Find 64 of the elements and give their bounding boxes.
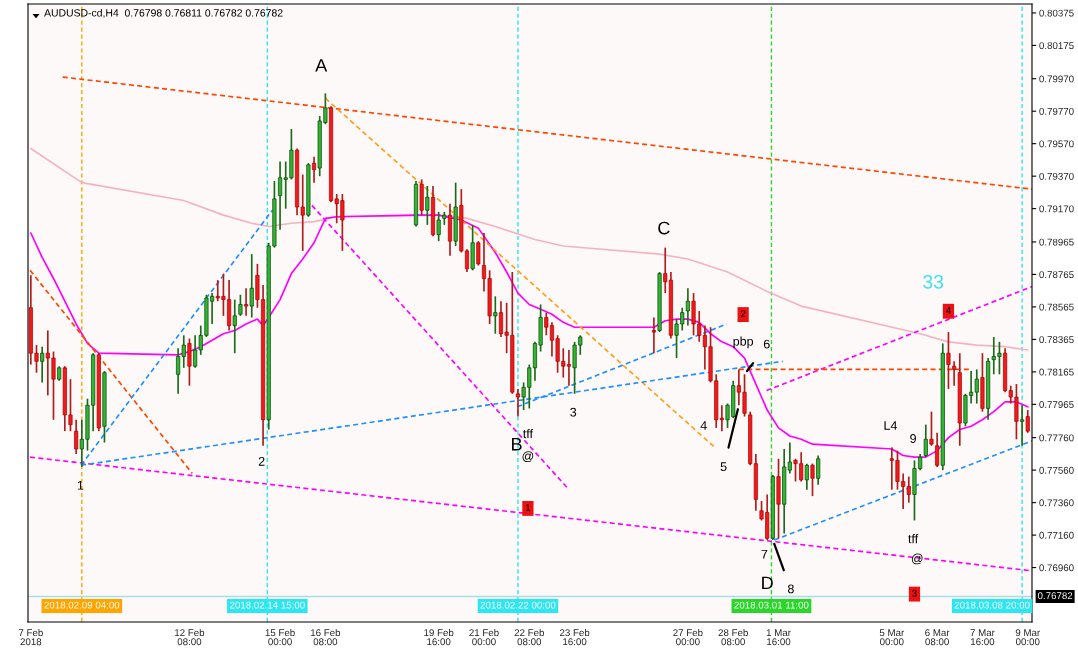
x-tick-label: 28 Feb 08:00 (718, 628, 748, 646)
x-tick-label: 7 Mar 16:00 (970, 629, 995, 646)
y-tick-label: 0.79170 (1039, 205, 1074, 213)
y-tick-label: 0.79370 (1039, 172, 1074, 180)
x-tick-label: 5 Mar 00:00 (879, 629, 905, 646)
annotation: 3 (912, 589, 917, 597)
x-tick-label: 9 Mar 00:00 (1015, 629, 1041, 646)
x-tick-label: 12 Feb 08:00 (175, 628, 205, 646)
annotation: 7 (761, 549, 768, 559)
annotation: D (762, 576, 773, 590)
annotation: L4 (884, 421, 898, 430)
y-tick-label: 0.78165 (1039, 368, 1074, 376)
ref-line-label: 0.76782 (1037, 592, 1073, 600)
ref-line-label: 2018.03.01 11:00 (734, 601, 809, 609)
y-tick-label: 0.77360 (1039, 499, 1074, 507)
y-tick-label: 0.78965 (1039, 238, 1074, 246)
annotation: tff (522, 429, 534, 439)
ref-line-label: 2018.03.08 20:00 (954, 601, 1030, 609)
annotation: 4 (945, 307, 951, 314)
annotation: 5 (720, 462, 727, 472)
x-tick-label: 7 Feb 2018 (18, 628, 43, 646)
ref-line-label: 2018.02.09 04:00 (44, 601, 120, 609)
x-tick-label: 16 Feb 08:00 (310, 628, 341, 646)
y-tick-label: 0.78565 (1039, 303, 1074, 311)
x-tick-label: 19 Feb 16:00 (424, 628, 454, 646)
chart-title: AUDUSD-cd,H4 0.76798 0.76811 0.76782 0.76782 (44, 8, 283, 18)
x-tick-label: 27 Feb 00:00 (673, 628, 703, 646)
annotation: 4 (700, 421, 707, 430)
annotation: 33 (923, 274, 944, 289)
annotation: @ (522, 451, 534, 462)
annotation: 2 (258, 456, 265, 466)
ref-line-label: 2018.02.22 00:00 (480, 601, 556, 609)
annotation: @ (911, 553, 923, 565)
annotation: tff (908, 534, 919, 544)
annotation: 8 (787, 584, 794, 594)
y-tick-label: 0.78365 (1039, 336, 1074, 344)
y-tick-label: 0.77160 (1039, 531, 1074, 539)
x-tick-label: 15 Feb 00:00 (265, 628, 295, 646)
annotation: 9 (910, 434, 916, 443)
annotation: 1 (525, 504, 531, 511)
y-tick-label: 0.77760 (1039, 434, 1074, 442)
x-tick-label: 21 Feb 00:00 (469, 628, 499, 646)
y-tick-label: 0.76960 (1039, 564, 1074, 572)
annotation: 6 (763, 339, 770, 349)
y-tick-label: 0.77560 (1039, 466, 1074, 474)
x-tick-label: 23 Feb 16:00 (559, 628, 590, 646)
x-tick-label: 22 Feb 08:00 (514, 628, 545, 646)
y-tick-label: 0.78765 (1039, 271, 1074, 279)
annotation: C (658, 221, 670, 235)
y-tick-label: 0.79970 (1039, 75, 1074, 83)
y-tick-label: 0.79770 (1039, 107, 1074, 115)
annotation: 2 (740, 310, 746, 318)
annotation: pbp (733, 336, 754, 349)
y-tick-label: 0.80175 (1039, 42, 1074, 50)
annotation: 1 (77, 480, 84, 490)
y-tick-label: 0.77965 (1039, 401, 1074, 408)
annotation: 3 (570, 407, 577, 417)
y-tick-label: 0.80375 (1039, 9, 1074, 17)
x-tick-label: 6 Mar 08:00 (925, 629, 950, 646)
annotation: A (315, 59, 328, 72)
ref-line-label: 2018.02.14 15:00 (229, 601, 305, 609)
x-tick-label: 1 Mar 16:00 (766, 629, 791, 646)
y-tick-label: 0.79570 (1039, 140, 1074, 148)
annotation: B (512, 437, 522, 451)
